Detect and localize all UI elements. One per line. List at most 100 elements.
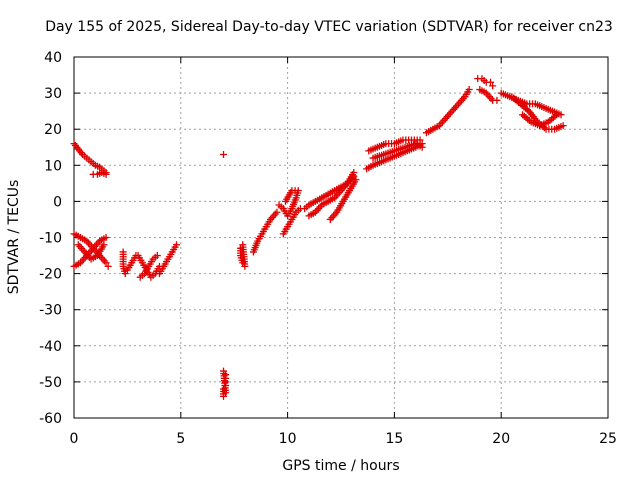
x-tick-label: 15 xyxy=(385,431,403,447)
data-point xyxy=(126,261,134,269)
y-axis-label: SDTVAR / TECUs xyxy=(6,180,22,295)
x-tick-label: 20 xyxy=(492,431,510,447)
series-morning-loop xyxy=(275,187,302,220)
series-afternoon-b xyxy=(365,136,424,155)
data-point xyxy=(316,195,324,203)
data-point xyxy=(331,210,339,218)
data-point xyxy=(344,189,352,197)
series-midnight-loop-c xyxy=(74,241,108,263)
data-point xyxy=(261,225,269,233)
data-point xyxy=(322,199,330,207)
data-point xyxy=(397,137,405,145)
data-point xyxy=(487,78,495,86)
series-midnight-loop-b xyxy=(70,234,110,270)
data-point xyxy=(303,203,311,211)
data-point xyxy=(257,232,265,240)
data-point xyxy=(523,106,531,114)
data-point xyxy=(137,256,145,264)
y-tick-label: -30 xyxy=(39,303,62,319)
y-tick-label: -50 xyxy=(39,375,62,391)
data-point xyxy=(309,199,317,207)
series-early-cluster-4 xyxy=(155,241,181,278)
data-point xyxy=(464,88,472,96)
y-tick-label: -60 xyxy=(39,411,62,427)
series-noon-a xyxy=(301,172,358,213)
data-point xyxy=(504,92,512,100)
data-point xyxy=(316,203,324,211)
data-point xyxy=(328,188,336,196)
data-point xyxy=(85,156,93,164)
data-point xyxy=(399,144,407,152)
data-point xyxy=(265,218,273,226)
data-point xyxy=(99,243,107,251)
data-point xyxy=(480,76,488,84)
data-point xyxy=(388,148,396,156)
y-tick-label: 20 xyxy=(44,122,62,138)
tick-layer: 0 5 10 15 20 25 -60 -50 -40 -30 -20 -10 0 10 20 30 40 xyxy=(39,50,617,447)
data-point xyxy=(548,125,556,133)
data-point xyxy=(338,200,346,208)
y-tick-label: 0 xyxy=(53,194,62,210)
data-point xyxy=(557,122,565,130)
data-point xyxy=(388,140,396,148)
data-point xyxy=(100,235,108,243)
data-point xyxy=(489,82,497,90)
series-noon-b xyxy=(305,169,358,220)
data-point xyxy=(282,225,290,233)
y-tick-label: -20 xyxy=(39,267,62,283)
series-morning-drops xyxy=(237,241,249,270)
data-point xyxy=(487,95,495,103)
y-tick-label: -40 xyxy=(39,339,62,355)
data-point xyxy=(328,195,336,203)
data-point xyxy=(294,206,302,214)
data-point xyxy=(525,117,533,125)
data-point xyxy=(542,119,550,127)
data-point xyxy=(138,271,146,279)
y-tick-label: -10 xyxy=(39,231,62,247)
mark-layer xyxy=(70,75,567,400)
data-point xyxy=(119,260,127,268)
data-point xyxy=(427,126,435,134)
data-point xyxy=(371,144,379,152)
data-point xyxy=(286,218,294,226)
data-point xyxy=(378,151,386,159)
data-point xyxy=(291,187,299,195)
data-point xyxy=(309,209,317,217)
data-point xyxy=(546,106,554,114)
x-tick-label: 10 xyxy=(279,431,297,447)
data-point xyxy=(151,253,159,261)
data-point xyxy=(253,239,261,247)
data-point xyxy=(416,142,424,150)
data-point xyxy=(167,250,175,258)
data-point xyxy=(93,162,101,170)
data-point xyxy=(277,203,285,211)
x-tick-label: 25 xyxy=(599,431,617,447)
data-point xyxy=(74,232,82,240)
data-point xyxy=(351,178,359,186)
data-point xyxy=(73,143,81,151)
series-afternoon-c xyxy=(369,140,426,162)
data-point xyxy=(413,136,421,144)
data-point xyxy=(440,116,448,124)
data-point xyxy=(384,155,392,163)
data-point xyxy=(239,243,247,251)
data-point xyxy=(459,95,467,103)
data-point xyxy=(433,123,441,131)
series-peak xyxy=(474,75,497,90)
data-point xyxy=(291,211,299,219)
y-tick-label: 40 xyxy=(44,50,62,66)
series-outlier-high xyxy=(220,150,228,158)
series-morning-rise xyxy=(249,208,281,256)
data-point xyxy=(453,102,461,110)
data-point xyxy=(529,100,537,108)
data-point xyxy=(94,239,102,247)
data-point xyxy=(221,386,229,394)
data-point xyxy=(88,246,96,254)
data-point xyxy=(375,159,383,167)
data-point xyxy=(286,207,294,215)
data-point xyxy=(148,258,156,266)
data-point xyxy=(100,169,108,177)
chart-title: Day 155 of 2025, Sidereal Day-to-day VTE… xyxy=(45,19,613,35)
data-point xyxy=(335,188,343,196)
data-point xyxy=(171,243,179,251)
